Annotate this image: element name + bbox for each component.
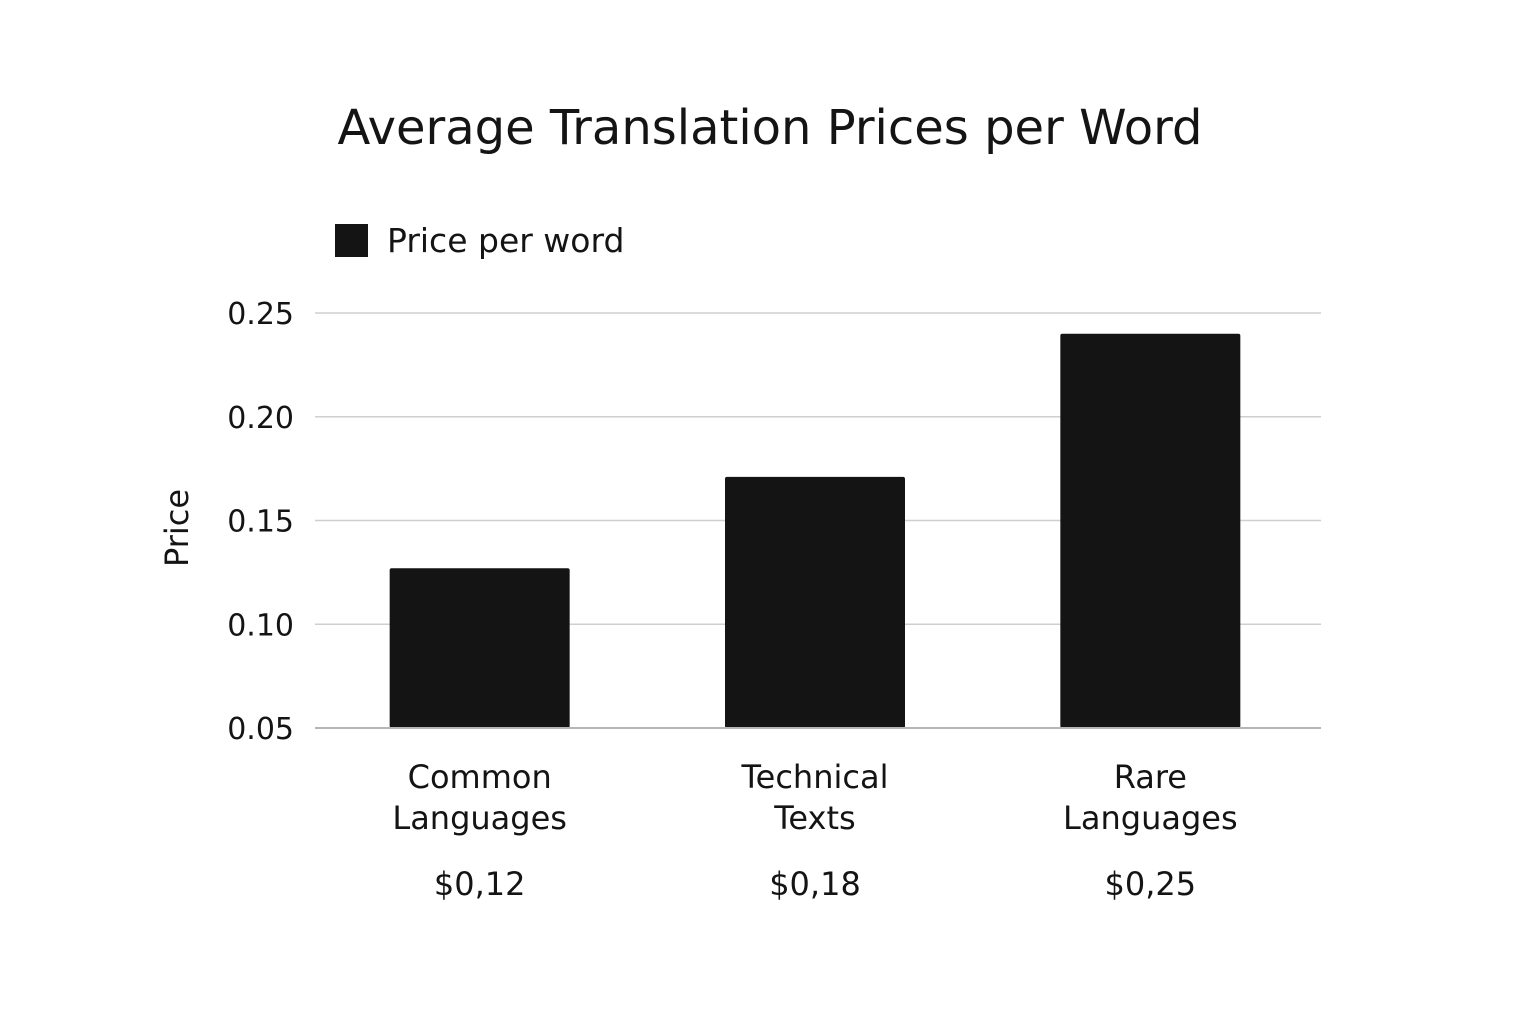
legend-label: Price per word [387,221,624,260]
y-tick-label: 0.20 [227,401,294,436]
bar [1060,333,1241,728]
bars [389,333,1241,728]
y-axis-ticks: 0.05 0.10 0.15 0.20 0.25 [227,297,294,747]
legend: Price per word [335,221,624,260]
data-label: $0,12 [434,865,526,903]
x-category-label: Rare [1114,758,1187,796]
x-category-label: Technical [741,758,889,796]
x-category-label: Languages [1063,799,1238,837]
data-label: $0,25 [1105,865,1197,903]
legend-swatch [335,224,368,257]
data-labels: $0,12 $0,18 $0,25 [434,865,1196,903]
chart-title: Average Translation Prices per Word [338,100,1203,156]
x-category-label: Texts [773,799,855,837]
bar [725,476,905,728]
y-tick-label: 0.10 [227,608,294,643]
x-category-label: Languages [392,799,567,837]
y-axis-label: Price [158,489,196,567]
x-axis-categories: CommonLanguagesTechnicalTextsRareLanguag… [392,758,1237,837]
y-tick-label: 0.15 [227,505,294,540]
data-label: $0,18 [769,865,861,903]
y-tick-label: 0.25 [227,297,294,332]
y-tick-label: 0.05 [227,712,294,747]
bar [389,568,570,728]
x-category-label: Common [408,758,552,796]
